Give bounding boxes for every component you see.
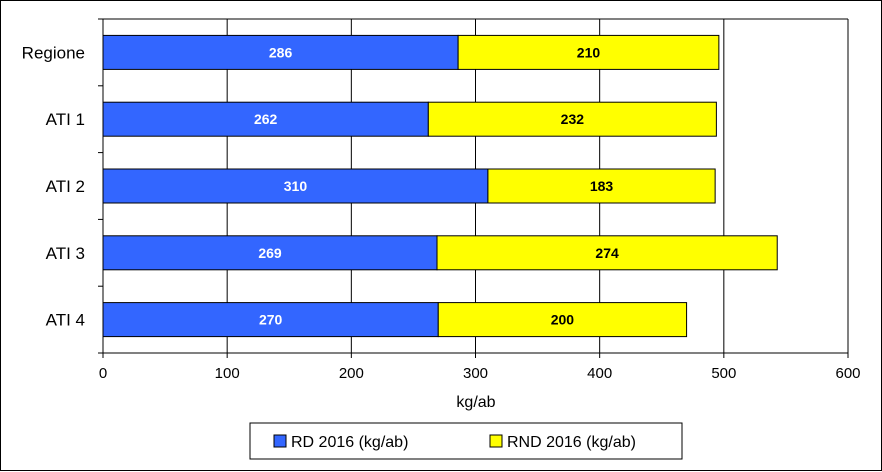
x-tick-label: 200 xyxy=(339,365,364,382)
axes: Regione ATI 1 ATI 2 ATI 3 ATI 4 0 100 200 300 400… xyxy=(22,18,861,382)
data-label: 269 xyxy=(258,245,282,261)
x-axis-title: kg/ab xyxy=(456,394,495,411)
legend-box xyxy=(249,422,683,460)
data-label: 232 xyxy=(561,111,585,127)
x-tick-label: 100 xyxy=(215,365,240,382)
category-label: ATI 4 xyxy=(46,311,85,330)
data-label: 286 xyxy=(269,44,293,60)
category-label: ATI 3 xyxy=(46,244,85,263)
bar-segment xyxy=(487,168,716,204)
x-tick-label: 300 xyxy=(463,365,488,382)
legend-swatch xyxy=(489,434,503,448)
bar-segment xyxy=(102,101,429,137)
data-label: 200 xyxy=(551,312,575,328)
x-tick-label: 500 xyxy=(711,365,736,382)
category-label: ATI 1 xyxy=(46,110,85,129)
data-label: 262 xyxy=(254,111,278,127)
legend-label: RND 2016 (kg/ab) xyxy=(507,434,636,451)
bar-segment xyxy=(457,34,720,70)
data-label: 270 xyxy=(259,312,283,328)
data-label: 183 xyxy=(590,178,614,194)
data-label: 310 xyxy=(284,178,308,194)
bar-segment xyxy=(102,168,489,204)
data-label: 210 xyxy=(577,44,601,60)
bars: 286 210 262 232 310 183 269 274 270 200 xyxy=(102,34,778,338)
x-tick-label: 0 xyxy=(99,365,107,382)
grid-lines xyxy=(103,18,849,353)
bar-segment xyxy=(436,235,778,271)
x-tick-label: 600 xyxy=(835,365,860,382)
bar-segment xyxy=(437,302,688,338)
legend: RD 2016 (kg/ab) RND 2016 (kg/ab) xyxy=(249,422,683,460)
legend-label: RD 2016 (kg/ab) xyxy=(291,434,408,451)
bar-segment xyxy=(427,101,717,137)
category-label: ATI 2 xyxy=(46,177,85,196)
data-label: 274 xyxy=(595,245,619,261)
category-label: Regione xyxy=(22,43,85,62)
x-tick-label: 400 xyxy=(587,365,612,382)
legend-swatch xyxy=(273,434,287,448)
